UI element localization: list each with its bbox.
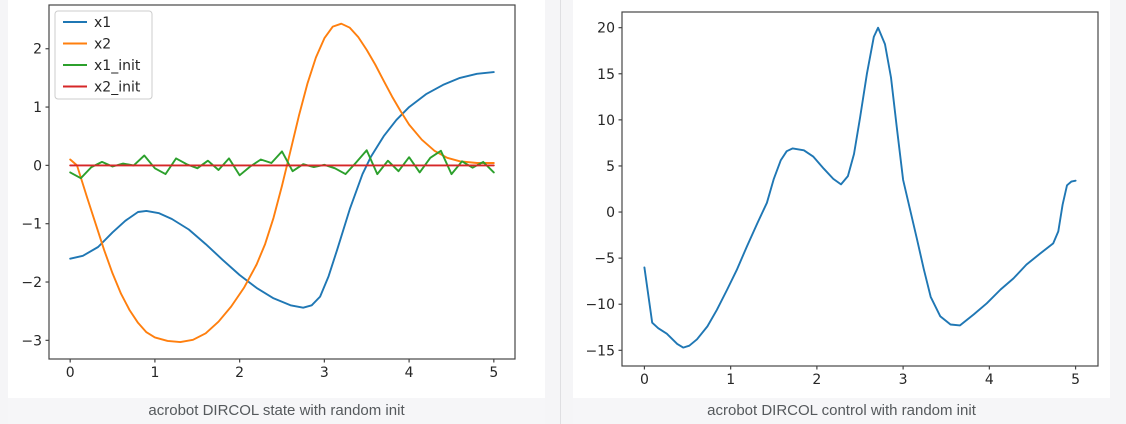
svg-text:x2: x2 [94, 37, 111, 53]
svg-text:−3: −3 [21, 333, 42, 349]
control-figure-caption: acrobot DIRCOL control with random init [573, 398, 1110, 424]
svg-text:20: 20 [597, 21, 615, 37]
svg-text:x1_init: x1_init [94, 58, 141, 74]
svg-text:2: 2 [33, 42, 42, 58]
svg-text:2: 2 [235, 365, 244, 381]
svg-text:3: 3 [899, 372, 908, 388]
state-plot-figure: 0 1 2 3 4 5 −3 −2 −1 0 1 2 x1 x2 x1_init x2_init [8, 0, 545, 398]
svg-text:0: 0 [640, 372, 649, 388]
control-plot-figure: 0 1 2 3 4 5 −15 −10 −5 0 5 10 15 20 [573, 0, 1110, 398]
svg-text:x2_init: x2_init [94, 80, 141, 96]
svg-text:1: 1 [726, 372, 735, 388]
svg-text:−15: −15 [585, 343, 615, 359]
state-line-chart: 0 1 2 3 4 5 −3 −2 −1 0 1 2 x1 x2 x1_init x2_init [21, 4, 516, 381]
svg-text:0: 0 [33, 158, 42, 174]
card-divider [560, 0, 561, 424]
svg-text:1: 1 [33, 100, 42, 116]
svg-text:5: 5 [1071, 372, 1080, 388]
svg-text:−5: −5 [594, 251, 615, 267]
svg-text:2: 2 [812, 372, 821, 388]
svg-text:−1: −1 [21, 217, 42, 233]
svg-text:3: 3 [320, 365, 329, 381]
svg-text:−10: −10 [585, 297, 615, 313]
svg-text:4: 4 [405, 365, 414, 381]
control-line-chart: 0 1 2 3 4 5 −15 −10 −5 0 5 10 15 20 [585, 11, 1099, 388]
svg-text:x1: x1 [94, 15, 111, 31]
svg-text:5: 5 [606, 159, 615, 175]
svg-text:−2: −2 [21, 275, 42, 291]
svg-text:4: 4 [985, 372, 994, 388]
svg-text:1: 1 [150, 365, 159, 381]
svg-text:15: 15 [597, 67, 615, 83]
state-figure-caption: acrobot DIRCOL state with random init [8, 398, 545, 424]
svg-text:0: 0 [606, 205, 615, 221]
control-figure-card: 0 1 2 3 4 5 −15 −10 −5 0 5 10 15 20 acrobot DIRCOL co… [573, 0, 1110, 424]
state-figure-card: 0 1 2 3 4 5 −3 −2 −1 0 1 2 x1 x2 x1_init x2_init acrobo… [8, 0, 545, 424]
svg-text:0: 0 [66, 365, 75, 381]
svg-text:5: 5 [489, 365, 498, 381]
svg-text:10: 10 [597, 113, 615, 129]
